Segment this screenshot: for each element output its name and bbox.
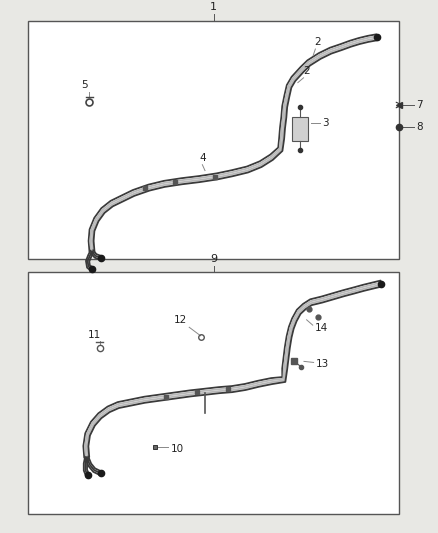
Text: 3: 3 xyxy=(322,118,328,127)
Text: 7: 7 xyxy=(416,100,423,110)
Text: 12: 12 xyxy=(174,315,187,325)
Text: 13: 13 xyxy=(315,359,328,368)
Text: 11: 11 xyxy=(88,329,101,340)
Text: 9: 9 xyxy=(210,254,217,264)
FancyBboxPatch shape xyxy=(28,21,399,259)
Bar xyxy=(292,117,308,141)
Text: 8: 8 xyxy=(416,122,423,132)
Text: 2: 2 xyxy=(303,66,310,76)
Text: 1: 1 xyxy=(210,2,217,12)
Text: 10: 10 xyxy=(171,444,184,454)
Text: 4: 4 xyxy=(199,153,206,163)
Text: 2: 2 xyxy=(314,37,321,47)
Text: 14: 14 xyxy=(314,323,328,333)
FancyBboxPatch shape xyxy=(28,272,399,514)
Text: 5: 5 xyxy=(81,79,88,90)
